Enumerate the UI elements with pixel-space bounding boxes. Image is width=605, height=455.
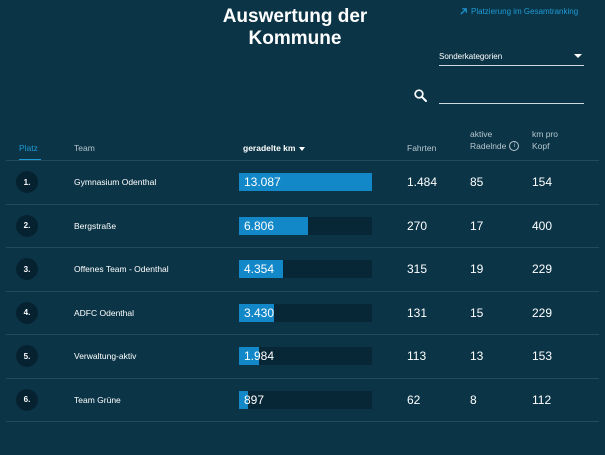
rides-value: 62: [407, 392, 421, 407]
rides-value: 270: [407, 218, 428, 233]
column-header-km-per-head-line1: km pro: [532, 129, 558, 139]
km-bar-fill: [239, 173, 372, 191]
team-name: Offenes Team - Odenthal: [74, 264, 169, 274]
km-value: 897: [244, 392, 265, 407]
km-value: 4.354: [244, 262, 275, 276]
column-header-team[interactable]: Team: [74, 143, 95, 153]
rides-value: 1.484: [407, 175, 438, 189]
active-riders-value: 17: [470, 218, 484, 233]
table-row[interactable]: 2. Bergstraße 6.806 270 17 400: [6, 205, 599, 248]
rank-badge: 6.: [16, 388, 38, 411]
rank-badge: 3.: [16, 258, 38, 280]
table-row[interactable]: 5. Verwaltung-aktiv 1.984 113 13 153: [6, 335, 599, 379]
team-name: Gymnasium Odenthal: [74, 177, 157, 187]
category-select-value: Sonderkategorien: [439, 51, 503, 61]
info-icon[interactable]: i: [509, 141, 520, 151]
table-row[interactable]: 3. Offenes Team - Odenthal 4.354 315 19 …: [6, 248, 599, 292]
km-bar: 4.354: [239, 260, 372, 278]
km-bar-fill: [239, 303, 274, 322]
column-header-active-riders-line1: aktive: [470, 129, 493, 139]
team-name: Bergstraße: [74, 220, 117, 231]
rides-value: 131: [407, 305, 428, 320]
page-title-line2: Kommune: [248, 28, 342, 49]
team-name: Team Grüne: [74, 394, 121, 405]
km-per-head-value: 229: [532, 262, 553, 276]
rank-badge: 5.: [16, 345, 38, 367]
search-input[interactable]: [439, 86, 584, 104]
column-header-rank[interactable]: Platz: [19, 143, 38, 153]
page-title-line1: Auswertung der: [222, 6, 368, 27]
rides-value: 113: [407, 349, 427, 363]
column-header-km[interactable]: geradelte km: [243, 142, 306, 154]
column-header-rides[interactable]: Fahrten: [407, 143, 437, 153]
column-header-active-riders-line2: Radelnde: [470, 141, 507, 151]
km-bar-fill: [239, 260, 284, 278]
header-divider: [6, 160, 599, 161]
sort-desc-icon: [299, 147, 306, 151]
column-header-active-riders[interactable]: aktive Radelnde i: [470, 128, 530, 152]
chevron-down-icon: [574, 54, 582, 58]
km-per-head-value: 229: [532, 305, 553, 320]
arrow-up-right-icon: [459, 7, 468, 16]
km-per-head-value: 154: [532, 175, 553, 189]
team-table: 1. Gymnasium Odenthal 13.087 1.484 85 15…: [6, 161, 599, 422]
km-per-head-value: 112: [532, 392, 552, 407]
km-bar: 1.984: [239, 347, 372, 365]
column-header-km-label: geradelte km: [243, 143, 296, 153]
rank-badge: 1.: [16, 171, 38, 193]
km-bar-fill: [239, 390, 249, 409]
km-value: 6.806: [244, 218, 275, 233]
rides-value: 315: [407, 262, 428, 276]
overall-ranking-link[interactable]: Platzierung im Gesamtranking: [459, 7, 578, 16]
km-value: 13.087: [244, 175, 281, 189]
table-row[interactable]: 6. Team Grüne 897 62 8 112: [6, 379, 599, 422]
active-riders-value: 13: [470, 349, 484, 363]
page-title: Auswertung der Kommune: [200, 6, 390, 50]
rank-badge: 4.: [16, 301, 38, 324]
table-row[interactable]: 4. ADFC Odenthal 3.430 131 15 229: [6, 292, 599, 335]
team-name: Verwaltung-aktiv: [74, 351, 137, 361]
km-bar: 897: [239, 390, 372, 409]
km-bar: 6.806: [239, 216, 372, 235]
km-bar: 13.087: [239, 173, 372, 191]
km-bar: 3.430: [239, 303, 372, 322]
table-row[interactable]: 1. Gymnasium Odenthal 13.087 1.484 85 15…: [6, 161, 599, 205]
category-select[interactable]: Sonderkategorien: [439, 47, 584, 66]
km-value: 3.430: [244, 305, 275, 320]
km-per-head-value: 153: [532, 349, 553, 363]
rank-badge: 2.: [16, 214, 38, 237]
active-riders-value: 8: [470, 392, 477, 407]
active-riders-value: 85: [470, 175, 484, 189]
column-header-km-per-head[interactable]: km pro Kopf: [532, 128, 558, 152]
overall-ranking-link-label: Platzierung im Gesamtranking: [471, 7, 579, 16]
active-riders-value: 19: [470, 262, 484, 276]
active-riders-value: 15: [470, 305, 484, 320]
km-bar-fill: [239, 216, 309, 235]
column-header-km-per-head-line2: Kopf: [532, 141, 550, 151]
search-icon: [414, 89, 427, 102]
km-bar-fill: [239, 347, 260, 365]
team-name: ADFC Odenthal: [74, 307, 134, 318]
km-value: 1.984: [244, 349, 275, 363]
km-per-head-value: 400: [532, 218, 553, 233]
